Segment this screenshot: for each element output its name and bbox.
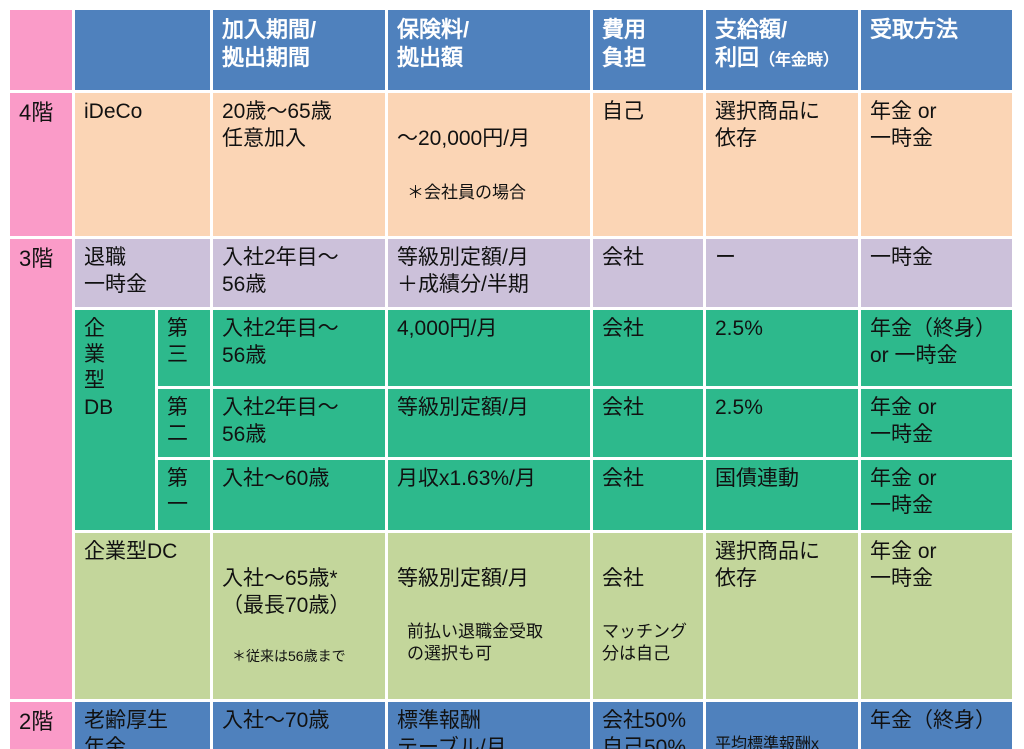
cell-db2-receive: 年金 or 一時金 — [861, 388, 1012, 457]
cell-dc-payout: 選択商品に 依存 — [706, 532, 858, 699]
row-db1: 第 一 入社〜60歳 月収x1.63%/月 会社 国債連動 年金 or 一時金 — [10, 459, 1012, 530]
cell-kosei-label: 老齢厚生 年金 — [75, 701, 210, 749]
cell-ideco-premium: 〜20,000円/月 ＊会社員の場合 — [388, 93, 590, 236]
cell-db3-sub: 第 三 — [158, 309, 210, 386]
cell-dc-label: 企業型DC — [75, 532, 210, 699]
cell-dc-receive: 年金 or 一時金 — [861, 532, 1012, 699]
header-scheme-cell — [75, 10, 210, 90]
cell-db2-sub: 第 二 — [158, 388, 210, 457]
cell-db3-premium: 4,000円/月 — [388, 309, 590, 386]
cell-db1-period: 入社〜60歳 — [213, 459, 385, 530]
cell-kosei-period: 入社〜70歳 — [213, 701, 385, 749]
floor-2-label: 2階 — [10, 701, 72, 749]
header-premium: 保険料/ 拠出額 — [388, 10, 590, 90]
cell-kosei-receive: 年金（終身） — [861, 701, 1012, 749]
cell-db3-receive: 年金（終身） or 一時金 — [861, 309, 1012, 386]
cell-db-label: 企 業 型 DB — [75, 309, 155, 530]
cell-taishoku-payout: ー — [706, 238, 858, 307]
cell-db2-cost: 会社 — [593, 388, 703, 457]
cell-taishoku-receive: 一時金 — [861, 238, 1012, 307]
pension-table: 加入期間/ 拠出期間 保険料/ 拠出額 費用 負担 支給額/ 利回（年金時） 受… — [7, 7, 1015, 749]
cell-taishoku-period: 入社2年目〜 56歳 — [213, 238, 385, 307]
cell-db3-cost: 会社 — [593, 309, 703, 386]
dc-cost-note: マッチング 分は自己 — [602, 622, 687, 663]
header-payout-note: （年金時） — [759, 52, 840, 70]
row-dc: 企業型DC 入社〜65歳* （最長70歳） ＊従来は56歳まで 等級別定額/月 … — [10, 532, 1012, 699]
cell-db2-payout: 2.5% — [706, 388, 858, 457]
row-ideco: 4階 iDeCo 20歳〜65歳 任意加入 〜20,000円/月 ＊会社員の場合… — [10, 93, 1012, 236]
dc-premium-note: 前払い退職金受取 の選択も可 — [407, 622, 543, 663]
row-db3: 企 業 型 DB 第 三 入社2年目〜 56歳 4,000円/月 会社 2.5%… — [10, 309, 1012, 530]
cell-taishoku-cost: 会社 — [593, 238, 703, 307]
floor-3-label: 3階 — [10, 238, 72, 699]
cell-db1-payout: 国債連動 — [706, 459, 858, 530]
row-taishoku: 3階 退職 一時金 入社2年目〜 56歳 等級別定額/月 ＋成績分/半期 会社 … — [10, 238, 1012, 699]
cell-ideco-cost: 自己 — [593, 93, 703, 236]
cell-kosei-cost: 会社50% 自己50% — [593, 701, 703, 749]
cell-db2-period: 入社2年目〜 56歳 — [213, 388, 385, 457]
header-receive: 受取方法 — [861, 10, 1012, 90]
cell-dc-cost: 会社 マッチング 分は自己 — [593, 532, 703, 699]
row-db2: 第 二 入社2年目〜 56歳 等級別定額/月 会社 2.5% 年金 or 一時金 — [10, 388, 1012, 457]
header-cost: 費用 負担 — [593, 10, 703, 90]
header-row: 加入期間/ 拠出期間 保険料/ 拠出額 費用 負担 支給額/ 利回（年金時） 受… — [10, 10, 1012, 90]
dc-period-note: ＊従来は56歳まで — [232, 648, 346, 665]
header-payout: 支給額/ 利回（年金時） — [706, 10, 858, 90]
header-period: 加入期間/ 拠出期間 — [213, 10, 385, 90]
cell-ideco-payout: 選択商品に 依存 — [706, 93, 858, 236]
cell-kosei-premium: 標準報酬 テーブル/月 — [388, 701, 590, 749]
ideco-premium-note: ＊会社員の場合 — [407, 182, 526, 202]
cell-db1-premium: 月収x1.63%/月 — [388, 459, 590, 530]
cell-db3-period: 入社2年目〜 56歳 — [213, 309, 385, 386]
row-kosei: 2階 老齢厚生 年金 入社〜70歳 標準報酬 テーブル/月 会社50% 自己50… — [10, 701, 1012, 749]
cell-ideco-label: iDeCo — [75, 93, 210, 236]
cell-dc-period: 入社〜65歳* （最長70歳） ＊従来は56歳まで — [213, 532, 385, 699]
header-floor-cell — [10, 10, 72, 90]
cell-taishoku-label: 退職 一時金 — [75, 238, 210, 307]
cell-db1-cost: 会社 — [593, 459, 703, 530]
cell-dc-premium: 等級別定額/月 前払い退職金受取 の選択も可 — [388, 532, 590, 699]
cell-ideco-period: 20歳〜65歳 任意加入 — [213, 93, 385, 236]
cell-ideco-receive: 年金 or 一時金 — [861, 93, 1012, 236]
cell-db1-sub: 第 一 — [158, 459, 210, 530]
floor-4-label: 4階 — [10, 93, 72, 236]
cell-db1-receive: 年金 or 一時金 — [861, 459, 1012, 530]
cell-db2-premium: 等級別定額/月 — [388, 388, 590, 457]
cell-kosei-payout: 平均標準報酬x 係数x加入期間 繰り下げ上げで増減 — [706, 701, 858, 749]
cell-db3-payout: 2.5% — [706, 309, 858, 386]
cell-taishoku-premium: 等級別定額/月 ＋成績分/半期 — [388, 238, 590, 307]
